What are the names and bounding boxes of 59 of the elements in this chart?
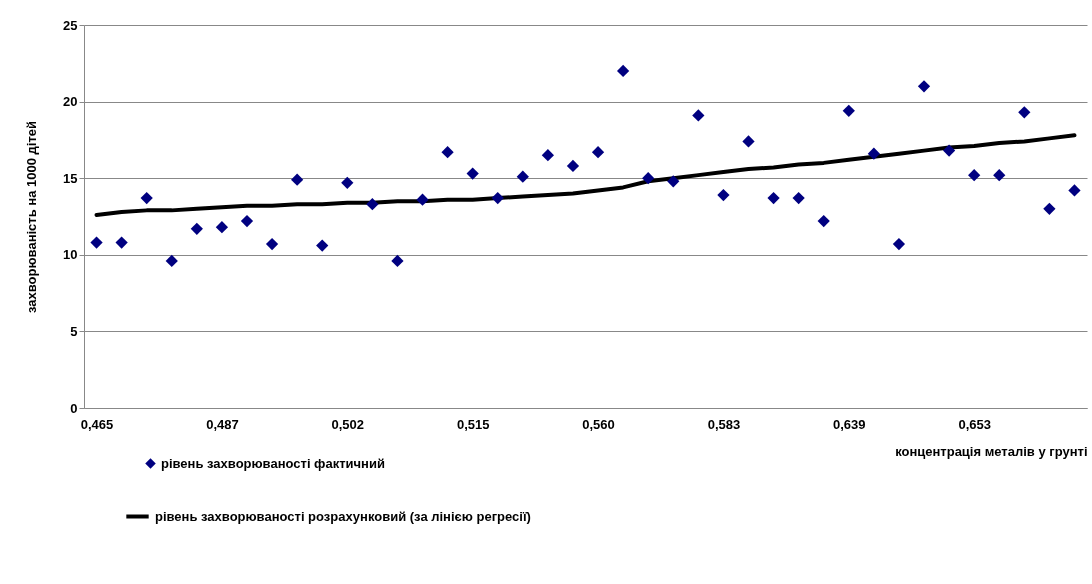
y-tick-label: 10 <box>63 247 78 263</box>
point <box>466 167 479 180</box>
x-tick-label: 0,560 <box>582 416 615 432</box>
point <box>867 147 880 160</box>
point <box>692 109 705 122</box>
point <box>1043 202 1056 215</box>
point <box>215 221 229 234</box>
x-tick-label: 0,639 <box>833 416 866 432</box>
point <box>516 170 529 183</box>
point <box>591 146 605 159</box>
point <box>717 188 730 202</box>
x-tick-label: 0,583 <box>707 416 741 432</box>
point <box>968 169 981 182</box>
point <box>616 64 630 78</box>
point <box>90 236 103 249</box>
x-tick-label: 0,653 <box>958 416 991 432</box>
y-tick-label: 25 <box>63 17 78 33</box>
x-tick-label: 0,502 <box>331 416 365 432</box>
x-axis-title: концентрація металів у грунті <box>895 443 1088 459</box>
point <box>240 214 254 228</box>
point <box>391 254 404 268</box>
point <box>1018 106 1031 119</box>
point <box>767 191 780 205</box>
point <box>917 80 931 93</box>
point <box>993 169 1006 182</box>
point <box>165 254 178 268</box>
y-tick-label: 0 <box>70 400 78 416</box>
point <box>566 159 580 173</box>
point <box>291 173 304 186</box>
y-tick-label: 15 <box>63 170 78 186</box>
y-axis-title: захворюваність на 1000 дітей <box>24 121 40 313</box>
point <box>842 104 855 117</box>
line-series <box>94 133 1077 217</box>
x-tick-label: 0,465 <box>80 416 114 432</box>
y-tick-label: 5 <box>70 323 78 339</box>
point <box>441 146 454 159</box>
point <box>140 191 153 205</box>
point <box>742 135 755 148</box>
point <box>892 237 906 251</box>
point <box>115 236 128 249</box>
point <box>667 175 680 188</box>
point <box>366 198 379 211</box>
point <box>817 214 830 228</box>
point <box>942 144 956 157</box>
x-tick-label: 0,487 <box>206 416 239 432</box>
point <box>792 191 805 205</box>
point <box>491 191 504 205</box>
point <box>190 222 203 235</box>
point <box>316 239 329 252</box>
point <box>1068 184 1081 197</box>
point <box>416 193 429 206</box>
legend-label: рівень захворюваності фактичний <box>161 455 385 471</box>
y-tick-label: 20 <box>63 94 78 110</box>
point <box>541 149 555 162</box>
point <box>642 172 655 185</box>
legend-label: рівень захворюваності розрахунковий (за лінією регресії) <box>155 508 531 524</box>
x-tick-label: 0,515 <box>456 416 490 432</box>
point <box>265 237 279 251</box>
point <box>341 176 354 189</box>
